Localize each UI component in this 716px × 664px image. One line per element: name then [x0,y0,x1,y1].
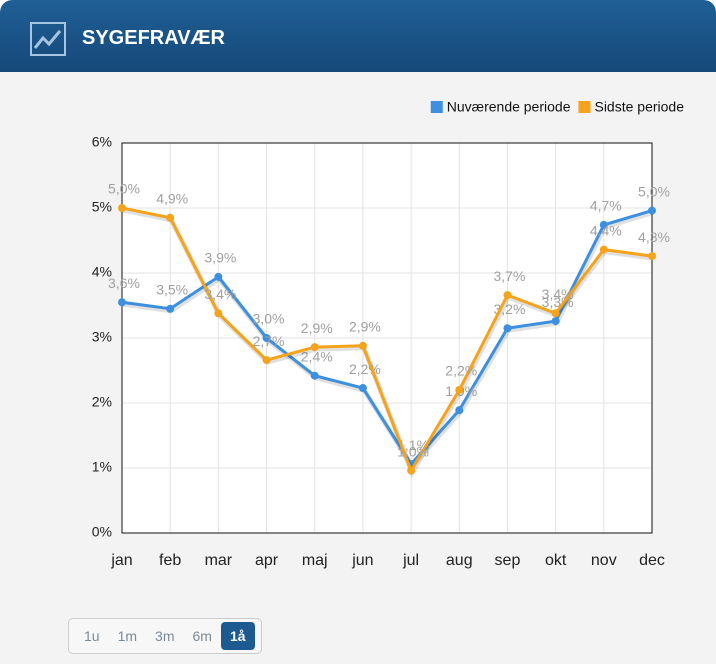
point [455,386,464,394]
point [358,341,367,350]
series-line [121,206,653,475]
range-button[interactable]: 1m [117,628,138,644]
x-tick-label: feb [159,552,181,569]
y-tick-label: 3% [92,329,112,345]
point [262,356,271,365]
y-tick-label: 5% [92,199,112,215]
value-label: 3,4% [542,286,574,302]
point [648,206,656,215]
value-label: 2,9% [301,320,333,336]
value-label: 1,0% [397,443,429,459]
point [648,252,656,261]
x-tick-label: aug [446,552,473,569]
x-tick-label: maj [302,552,328,569]
point [599,245,608,254]
value-label: 5,0% [108,181,140,197]
x-tick-label: jun [351,552,373,569]
range-button[interactable]: 3m [155,628,175,644]
point [310,371,319,380]
point [310,343,319,352]
value-label: 3,5% [156,281,188,297]
plot-border [121,142,653,534]
y-tick-label: 6% [92,134,112,150]
range-button[interactable]: 1u [84,628,100,644]
value-label: 2,4% [301,348,333,364]
y-tick-label: 0% [92,524,112,540]
value-label: 4,7% [590,198,622,214]
point [262,334,271,342]
point [118,298,126,307]
x-tick-label: jul [402,552,419,569]
point [118,204,126,212]
point [166,213,175,222]
value-label: 2,2% [445,363,477,379]
y-tick-label: 2% [92,394,112,410]
value-label: 2,9% [349,319,381,335]
point [214,309,223,318]
value-label: 1,1% [397,437,429,453]
point [503,291,512,300]
value-label: 4,4% [590,222,622,238]
header-title: SYGEFRAVÆR [82,27,225,49]
point [551,309,560,318]
x-tick-label: sep [495,552,521,569]
point [455,406,464,415]
point [358,384,367,393]
x-tick-label: jan [110,552,132,569]
legend-swatch [430,101,443,113]
point [214,272,223,281]
y-tick-label: 4% [92,264,112,280]
range-buttons: 1u 1m 3m 6m 1å [68,618,262,654]
point [599,220,608,229]
x-tick-label: apr [255,552,279,569]
value-label: 3,4% [204,286,236,302]
point [551,317,560,326]
x-tick-label: okt [545,552,567,569]
point [407,466,416,475]
value-label: 5,0% [638,183,670,199]
legend-label: Nuværende periode [447,99,571,115]
header: SYGEFRAVÆR [0,0,716,72]
value-label: 4,9% [156,190,188,206]
chart: 0% 1% 2% 3% 4% 5% 6% jan feb mar apr maj jun jul aug se… [92,99,684,570]
legend-swatch [578,101,591,113]
value-label: 3,0% [253,311,285,327]
x-tick-label: mar [205,552,233,569]
point [503,324,512,333]
x-tick-label: dec [639,552,665,569]
legend-label: Sidste periode [594,99,684,115]
y-tick-label: 1% [92,459,112,475]
value-label: 2,7% [253,333,285,349]
chart-icon [30,22,66,56]
x-tick-label: nov [591,552,617,569]
value-label: 3,7% [493,268,525,284]
value-label: 3,9% [204,250,236,266]
range-button[interactable]: 6m [192,628,212,644]
point [166,304,175,313]
range-button[interactable]: 1å [220,622,255,650]
value-label: 4,3% [638,229,670,245]
value-label: 3,6% [108,275,140,291]
